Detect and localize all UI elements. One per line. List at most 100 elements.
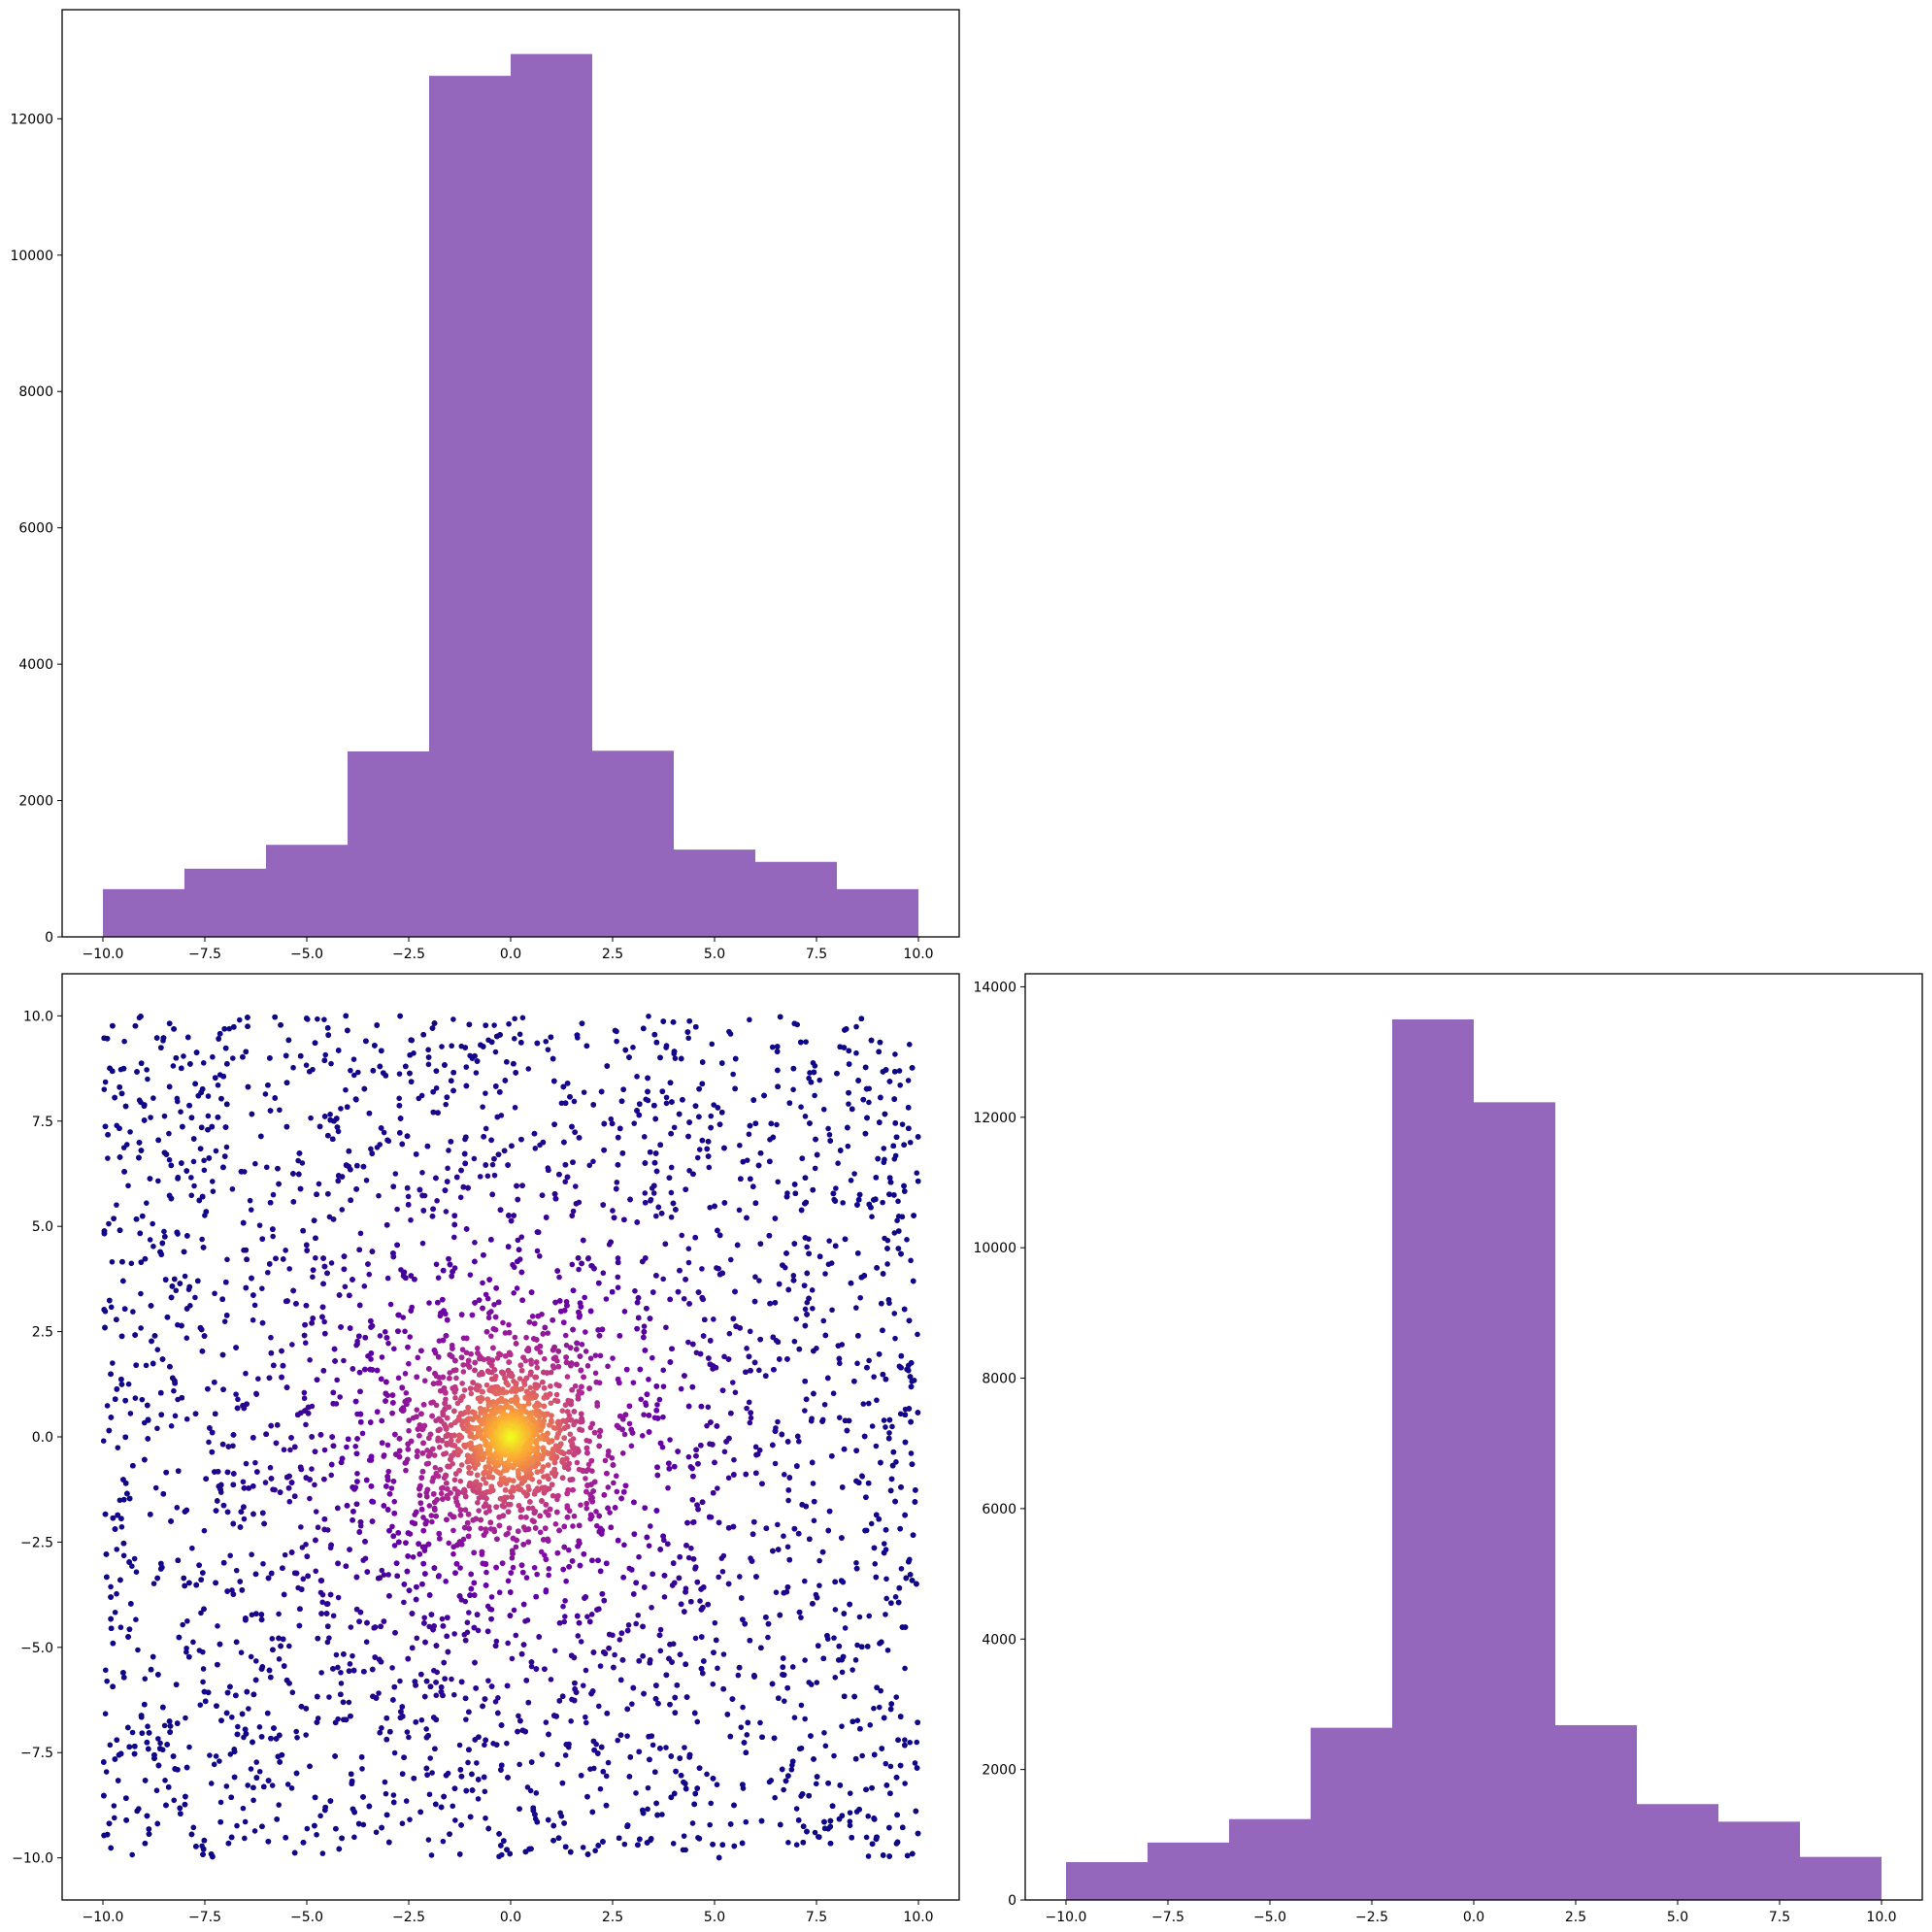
scatter-point bbox=[894, 1812, 900, 1818]
scatter-point bbox=[265, 1838, 272, 1845]
scatter-point bbox=[570, 1159, 576, 1165]
scatter-point bbox=[146, 1746, 151, 1752]
scatter-point bbox=[837, 1360, 843, 1367]
scatter-point bbox=[126, 1626, 133, 1632]
scatter-point bbox=[877, 1119, 883, 1125]
scatter-point bbox=[902, 1742, 908, 1749]
scatter-point bbox=[346, 1699, 352, 1706]
scatter-point bbox=[876, 1704, 883, 1711]
scatter-point bbox=[904, 1852, 911, 1859]
scatter-point bbox=[379, 1725, 384, 1731]
scatter-point bbox=[559, 1780, 566, 1786]
scatter-point bbox=[669, 1099, 675, 1105]
scatter-point bbox=[753, 1574, 759, 1580]
scatter-point bbox=[142, 1701, 148, 1708]
scatter-point bbox=[880, 1327, 885, 1334]
scatter-point bbox=[290, 1171, 296, 1177]
scatter-point bbox=[182, 1801, 188, 1808]
scatter-point bbox=[115, 1778, 121, 1783]
scatter-point bbox=[512, 1016, 517, 1022]
scatter-point bbox=[289, 1689, 296, 1696]
scatter-point bbox=[901, 1306, 908, 1313]
scatter-point bbox=[396, 1102, 403, 1109]
scatter-point bbox=[765, 1620, 772, 1627]
scatter-point bbox=[895, 1198, 901, 1205]
scatter-point bbox=[798, 1104, 804, 1110]
scatter-point bbox=[886, 1416, 893, 1423]
scatter-point bbox=[677, 1651, 683, 1657]
scatter-point bbox=[316, 1181, 322, 1187]
scatter-point bbox=[390, 1697, 396, 1703]
scatter-point bbox=[868, 1520, 875, 1527]
scatter-point bbox=[201, 1606, 207, 1613]
y-tick-label: 6000 bbox=[18, 521, 53, 537]
scatter-point bbox=[797, 1746, 803, 1752]
scatter-point bbox=[346, 1148, 352, 1154]
scatter-point bbox=[731, 1843, 738, 1849]
scatter-point bbox=[399, 1141, 406, 1148]
scatter-point bbox=[798, 1207, 805, 1214]
scatter-point bbox=[802, 1322, 809, 1329]
scatter-point bbox=[652, 1116, 658, 1122]
scatter-point bbox=[258, 1616, 265, 1623]
scatter-point bbox=[182, 1582, 187, 1589]
scatter-point bbox=[102, 1123, 109, 1130]
scatter-point bbox=[243, 1049, 250, 1055]
scatter-point bbox=[816, 1253, 823, 1260]
scatter-point bbox=[166, 1020, 173, 1026]
scatter-point bbox=[893, 1775, 900, 1781]
scatter-point bbox=[490, 1741, 496, 1747]
histogram-bar bbox=[266, 845, 348, 937]
scatter-point bbox=[443, 1101, 450, 1108]
scatter-point bbox=[696, 1765, 703, 1771]
scatter-point bbox=[727, 1031, 734, 1037]
scatter-point bbox=[825, 1261, 832, 1268]
scatter-point bbox=[338, 1669, 344, 1676]
scatter-point bbox=[264, 1710, 271, 1716]
scatter-point bbox=[307, 1068, 313, 1075]
scatter-point bbox=[249, 1111, 255, 1117]
scatter-point bbox=[629, 1701, 635, 1707]
scatter-point bbox=[101, 1086, 108, 1092]
scatter-point bbox=[440, 1838, 447, 1845]
scatter-point bbox=[117, 1577, 123, 1583]
scatter-point bbox=[515, 1728, 520, 1735]
scatter-point bbox=[621, 1841, 628, 1848]
scatter-point bbox=[794, 1463, 800, 1469]
scatter-point bbox=[902, 1406, 909, 1413]
scatter-point bbox=[353, 1096, 359, 1103]
scatter-point bbox=[789, 1758, 796, 1765]
scatter-point bbox=[377, 1729, 383, 1736]
scatter-point bbox=[112, 1396, 118, 1402]
scatter-point bbox=[539, 1751, 546, 1757]
scatter-point bbox=[188, 1831, 195, 1838]
scatter-point bbox=[272, 1095, 279, 1101]
scatter-point bbox=[874, 1834, 880, 1841]
scatter-point bbox=[322, 1804, 328, 1811]
scatter-point bbox=[411, 1775, 417, 1782]
scatter-point bbox=[223, 1279, 229, 1285]
scatter-point bbox=[482, 1788, 488, 1795]
scatter-point bbox=[819, 1549, 826, 1555]
scatter-point bbox=[462, 1136, 468, 1143]
scatter-point bbox=[183, 1645, 189, 1651]
scatter-point bbox=[391, 1683, 398, 1690]
scatter-point bbox=[109, 1258, 116, 1265]
scatter-point bbox=[597, 1785, 604, 1792]
scatter-point bbox=[250, 1316, 256, 1323]
scatter-point bbox=[180, 1621, 185, 1628]
scatter-point bbox=[820, 1655, 827, 1662]
scatter-point bbox=[198, 1577, 204, 1582]
scatter-point bbox=[339, 1174, 346, 1180]
scatter-point bbox=[775, 1067, 781, 1074]
scatter-point bbox=[804, 1270, 811, 1277]
scatter-point bbox=[672, 1055, 679, 1061]
scatter-point bbox=[325, 1132, 331, 1139]
scatter-point bbox=[416, 1095, 422, 1102]
scatter-point bbox=[885, 1435, 892, 1442]
scatter-point bbox=[260, 1560, 266, 1567]
scatter-point bbox=[258, 1612, 265, 1617]
scatter-point bbox=[881, 1159, 887, 1166]
scatter-point bbox=[560, 1083, 567, 1090]
scatter-point bbox=[746, 1131, 752, 1138]
